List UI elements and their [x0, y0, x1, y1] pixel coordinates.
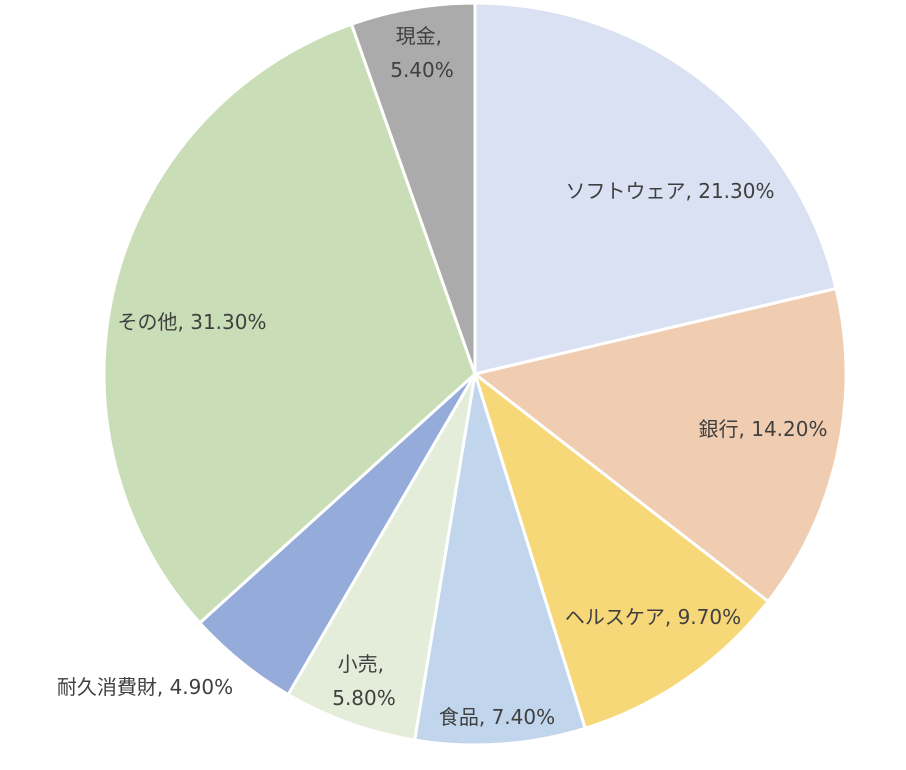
category-name: ヘルスケア [565, 605, 665, 629]
pie-slice [471, 286, 848, 604]
data-label: その他, 31.30% [118, 310, 267, 334]
data-label: 現金, 5.40% [390, 24, 454, 82]
category-name: 銀行 [699, 417, 739, 441]
category-name: ソフトウェア [566, 179, 686, 203]
separator: , [157, 675, 170, 699]
pie-slice [102, 22, 477, 625]
value-label: 14.20% [751, 417, 827, 441]
separator: , [665, 605, 678, 629]
data-label: 小売, 5.80% [332, 652, 396, 710]
category-name: その他 [118, 310, 178, 334]
separator: , [739, 417, 752, 441]
separator: , [479, 705, 492, 729]
data-label: 食品, 7.40% [439, 705, 555, 729]
separator: , [436, 24, 449, 48]
pie-slice [286, 373, 477, 742]
data-label: ソフトウェア, 21.30% [566, 179, 775, 203]
separator: , [378, 652, 391, 676]
value-label: 31.30% [190, 310, 266, 334]
pie-slice [473, 1, 838, 376]
value-label: 9.70% [678, 605, 742, 629]
category-name: 小売 [338, 652, 378, 676]
data-label: ヘルスケア, 9.70% [565, 605, 741, 629]
value-label: 5.80% [332, 686, 396, 710]
value-label: 21.30% [698, 179, 774, 203]
pie-slice [349, 1, 477, 375]
separator: , [686, 179, 699, 203]
separator: , [178, 310, 191, 334]
pie-slice [412, 373, 588, 747]
category-name: 食品 [439, 705, 479, 729]
data-label: 耐久消費財, 4.90% [57, 675, 233, 699]
category-name: 耐久消費財 [57, 675, 157, 699]
value-label: 5.40% [390, 58, 454, 82]
pie-slice [472, 369, 771, 731]
value-label: 7.40% [492, 705, 556, 729]
data-label: 銀行, 14.20% [699, 417, 828, 441]
value-label: 4.90% [170, 675, 234, 699]
category-name: 現金 [396, 24, 436, 48]
